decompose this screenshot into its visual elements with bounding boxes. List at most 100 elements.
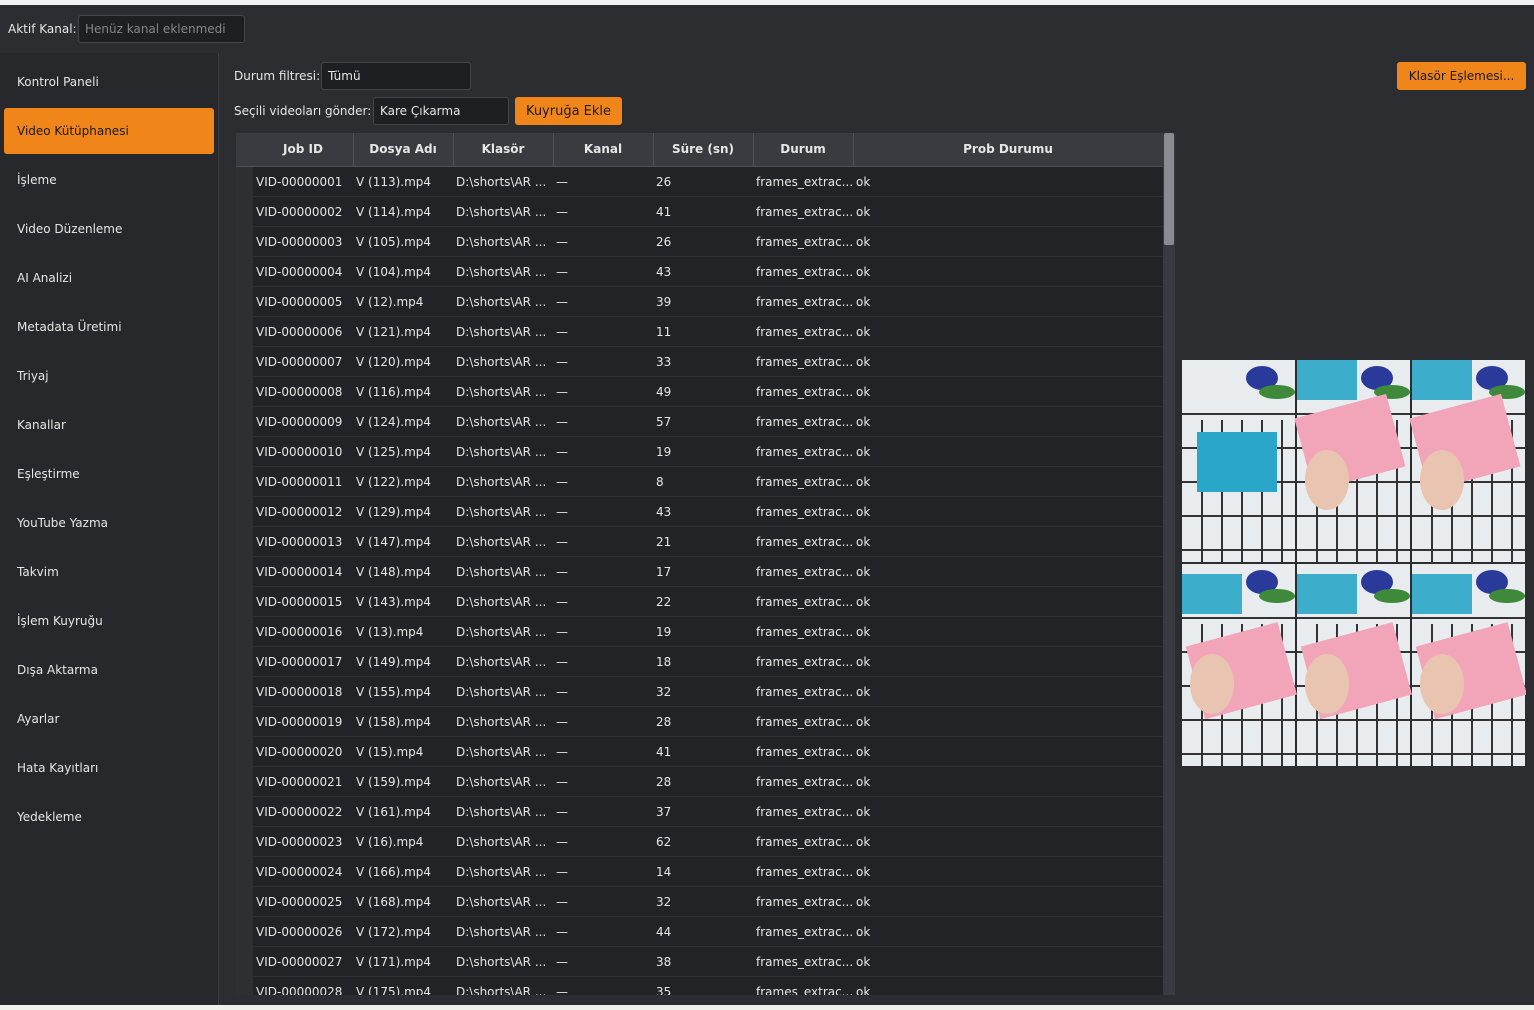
folder-mapping-button[interactable]: Klasör Eşlemesi... (1397, 62, 1526, 90)
table-cell[interactable]: V (12).mp4 (356, 295, 424, 309)
table-cell[interactable]: ok (856, 745, 871, 759)
nav-item[interactable]: YouTube Yazma (17, 516, 108, 530)
table-cell[interactable]: frames_extrac... (756, 475, 854, 489)
table-cell[interactable]: V (129).mp4 (356, 505, 432, 519)
table-cell[interactable]: ok (856, 415, 871, 429)
table-cell[interactable]: D:\shorts\AR ... (456, 535, 547, 549)
table-cell[interactable]: D:\shorts\AR ... (456, 445, 547, 459)
table-cell[interactable]: 62 (656, 835, 672, 849)
table-cell[interactable]: — (556, 445, 568, 459)
table-cell[interactable]: V (168).mp4 (356, 895, 432, 909)
scrollbar-thumb[interactable] (1164, 133, 1174, 245)
table-cell[interactable]: V (158).mp4 (356, 715, 432, 729)
table-cell[interactable]: frames_extrac... (756, 805, 854, 819)
table-cell[interactable]: ok (856, 295, 871, 309)
table-cell[interactable]: D:\shorts\AR ... (456, 415, 547, 429)
table-cell[interactable]: ok (856, 895, 871, 909)
table-cell[interactable]: frames_extrac... (756, 355, 854, 369)
table-cell[interactable]: ok (856, 865, 871, 879)
table-cell[interactable]: frames_extrac... (756, 985, 854, 995)
table-cell[interactable]: — (556, 355, 568, 369)
table-cell[interactable]: V (113).mp4 (356, 175, 432, 189)
active-channel-input[interactable]: Henüz kanal eklenmedi (78, 15, 245, 43)
table-cell[interactable]: VID-00000002 (256, 205, 343, 219)
table-cell[interactable]: D:\shorts\AR ... (456, 985, 547, 995)
table-cell[interactable]: frames_extrac... (756, 625, 854, 639)
table-cell[interactable]: 26 (656, 175, 672, 189)
table-cell[interactable]: frames_extrac... (756, 655, 854, 669)
table-cell[interactable]: ok (856, 235, 871, 249)
nav-item[interactable]: Dışa Aktarma (17, 663, 98, 677)
table-cell[interactable]: frames_extrac... (756, 325, 854, 339)
table-cell[interactable]: V (116).mp4 (356, 385, 432, 399)
table-cell[interactable]: frames_extrac... (756, 925, 854, 939)
table-cell[interactable]: — (556, 895, 568, 909)
table-cell[interactable]: 19 (656, 445, 672, 459)
table-cell[interactable]: ok (856, 685, 871, 699)
nav-item[interactable]: Metadata Üretimi (17, 320, 122, 334)
table-cell[interactable]: 49 (656, 385, 672, 399)
table-cell[interactable]: VID-00000011 (256, 475, 343, 489)
nav-item[interactable]: Video Kütüphanesi (4, 108, 214, 154)
table-cell[interactable]: D:\shorts\AR ... (456, 595, 547, 609)
table-cell[interactable]: VID-00000006 (256, 325, 343, 339)
table-cell[interactable]: V (159).mp4 (356, 775, 432, 789)
table-cell[interactable]: V (122).mp4 (356, 475, 432, 489)
table-cell[interactable]: — (556, 325, 568, 339)
table-cell[interactable]: VID-00000012 (256, 505, 343, 519)
table-cell[interactable]: VID-00000008 (256, 385, 343, 399)
table-cell[interactable]: V (15).mp4 (356, 745, 424, 759)
table-cell[interactable]: ok (856, 595, 871, 609)
table-cell[interactable]: ok (856, 775, 871, 789)
table-cell[interactable]: ok (856, 445, 871, 459)
table-cell[interactable]: VID-00000023 (256, 835, 343, 849)
table-cell[interactable]: — (556, 265, 568, 279)
table-cell[interactable]: 38 (656, 955, 672, 969)
table-cell[interactable]: VID-00000026 (256, 925, 343, 939)
table-cell[interactable]: frames_extrac... (756, 775, 854, 789)
table-cell[interactable]: 8 (656, 475, 664, 489)
table-cell[interactable]: — (556, 475, 568, 489)
table-cell[interactable]: — (556, 595, 568, 609)
table-cell[interactable]: V (161).mp4 (356, 805, 432, 819)
table-cell[interactable]: D:\shorts\AR ... (456, 235, 547, 249)
table-cell[interactable]: D:\shorts\AR ... (456, 385, 547, 399)
table-cell[interactable]: ok (856, 475, 871, 489)
table-cell[interactable]: VID-00000007 (256, 355, 343, 369)
table-cell[interactable]: D:\shorts\AR ... (456, 205, 547, 219)
table-cell[interactable]: frames_extrac... (756, 235, 854, 249)
table-cell[interactable]: V (114).mp4 (356, 205, 432, 219)
table-cell[interactable]: 32 (656, 895, 672, 909)
nav-item[interactable]: Video Düzenleme (17, 222, 123, 236)
table-cell[interactable]: 26 (656, 235, 672, 249)
column-header[interactable]: Job ID (253, 133, 354, 166)
table-cell[interactable]: D:\shorts\AR ... (456, 325, 547, 339)
nav-item[interactable]: Kontrol Paneli (17, 75, 99, 89)
table-cell[interactable]: frames_extrac... (756, 595, 854, 609)
nav-item[interactable]: İşlem Kuyruğu (17, 614, 103, 628)
table-cell[interactable]: — (556, 535, 568, 549)
table-cell[interactable]: D:\shorts\AR ... (456, 955, 547, 969)
table-cell[interactable]: VID-00000010 (256, 445, 343, 459)
table-cell[interactable]: D:\shorts\AR ... (456, 655, 547, 669)
table-cell[interactable]: 22 (656, 595, 672, 609)
table-cell[interactable]: VID-00000018 (256, 685, 343, 699)
table-cell[interactable]: 41 (656, 205, 672, 219)
table-cell[interactable]: D:\shorts\AR ... (456, 865, 547, 879)
table-cell[interactable]: 28 (656, 715, 672, 729)
table-cell[interactable]: 57 (656, 415, 672, 429)
table-cell[interactable]: VID-00000027 (256, 955, 343, 969)
table-cell[interactable]: — (556, 655, 568, 669)
table-cell[interactable]: frames_extrac... (756, 205, 854, 219)
table-cell[interactable]: VID-00000003 (256, 235, 343, 249)
table-cell[interactable]: 41 (656, 745, 672, 759)
nav-item[interactable]: Eşleştirme (17, 467, 80, 481)
table-cell[interactable]: 17 (656, 565, 672, 579)
table-cell[interactable]: frames_extrac... (756, 835, 854, 849)
table-cell[interactable]: D:\shorts\AR ... (456, 715, 547, 729)
table-cell[interactable]: frames_extrac... (756, 895, 854, 909)
table-cell[interactable]: 33 (656, 355, 672, 369)
table-cell[interactable]: frames_extrac... (756, 745, 854, 759)
table-cell[interactable]: — (556, 385, 568, 399)
column-header[interactable]: Süre (sn) (653, 133, 754, 166)
